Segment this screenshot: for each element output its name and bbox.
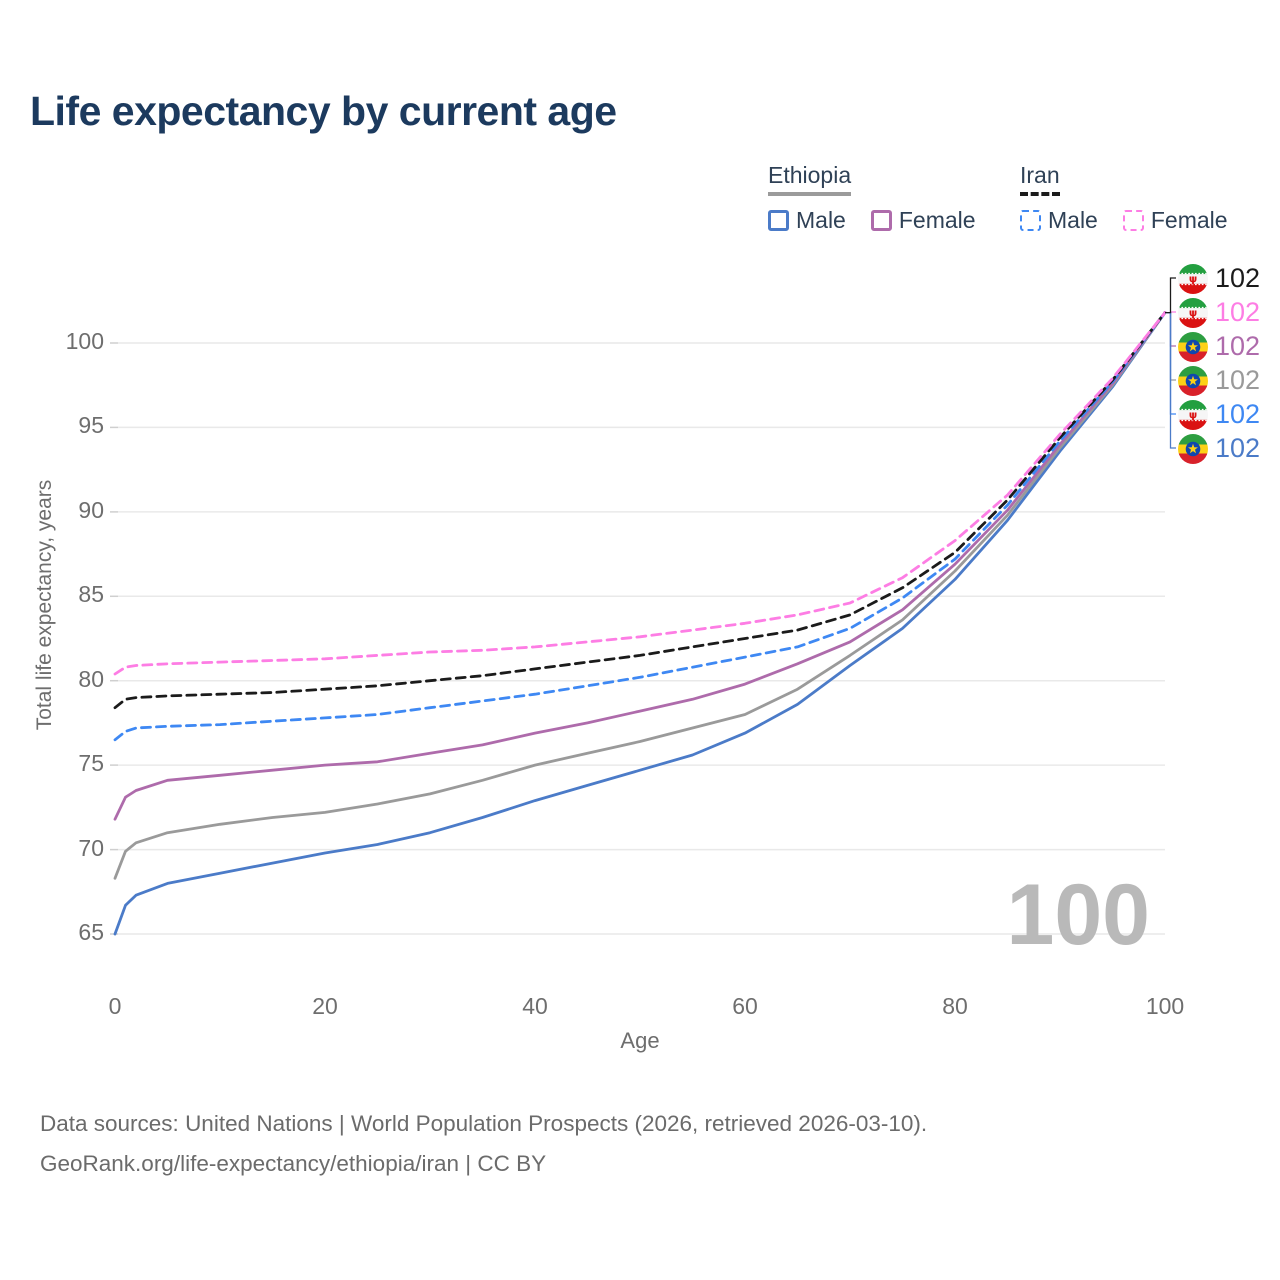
- iran-flag-icon: ψ: [1178, 263, 1208, 294]
- y-tick-label: 75: [78, 750, 104, 777]
- x-tick-label: 80: [942, 993, 968, 1019]
- footer: Data sources: United Nations | World Pop…: [40, 1104, 927, 1184]
- x-tick-label: 100: [1145, 993, 1185, 1019]
- y-axis-title: Total life expectancy, years: [33, 479, 56, 731]
- x-tick-label: 20: [312, 993, 338, 1019]
- y-tick-label: 85: [78, 581, 104, 608]
- legend-country-ethiopia[interactable]: Ethiopia: [768, 162, 852, 196]
- end-value-label: 102: [1215, 331, 1261, 361]
- legend-item-ethiopia-female[interactable]: Female: [870, 207, 976, 234]
- y-tick-label: 90: [78, 496, 104, 523]
- iran-flag-icon: ψ: [1178, 297, 1208, 328]
- legend-item-iran-male[interactable]: Male: [1020, 207, 1098, 234]
- legend-items-ethiopia: Male Female: [768, 207, 976, 234]
- end-label-row-ethiopia-both-sexes: 102: [1178, 365, 1260, 396]
- series-line-ethiopia-both-sexes: [113, 311, 1167, 880]
- ethiopia-flag-icon: [1178, 433, 1208, 464]
- page-title: Life expectancy by current age: [30, 88, 617, 134]
- legend-item-label: Female: [898, 207, 976, 233]
- x-axis-title: Age: [620, 1028, 660, 1053]
- y-tick-label: 100: [65, 328, 104, 354]
- svg-text:ψ: ψ: [1189, 307, 1197, 319]
- y-tick-label: 70: [78, 834, 104, 861]
- legend-item-label: Female: [1150, 207, 1228, 233]
- legend-item-iran-female[interactable]: Female: [1122, 207, 1228, 234]
- iran-flag-icon: ψ: [1178, 399, 1208, 430]
- svg-text:ψ: ψ: [1189, 409, 1197, 421]
- legend-item-label: Male: [796, 207, 846, 233]
- end-label-row-iran-female: ψ 102: [1178, 297, 1260, 328]
- end-label-row-ethiopia-female: 102: [1178, 331, 1260, 362]
- footer-data-sources: Data sources: United Nations | World Pop…: [40, 1111, 928, 1136]
- ethiopia-flag-icon: [1178, 365, 1208, 396]
- iran-male-swatch: [1020, 210, 1041, 231]
- legend-item-ethiopia-male[interactable]: Male: [768, 207, 846, 234]
- end-value-label: 102: [1215, 365, 1261, 395]
- ethiopia-male-swatch: [768, 210, 789, 231]
- y-tick-label: 65: [78, 919, 104, 945]
- ethiopia-flag-icon: [1178, 331, 1208, 362]
- end-label-row-ethiopia-male: 102: [1178, 433, 1260, 464]
- x-tick-label: 0: [108, 993, 122, 1019]
- iran-female-swatch: [1122, 210, 1144, 231]
- y-tick-label: 95: [78, 412, 104, 439]
- series-line-iran-female: [113, 311, 1167, 676]
- end-value-label: 102: [1215, 297, 1261, 327]
- series-line-iran-both-sexes: [113, 311, 1167, 710]
- end-value-label: 102: [1215, 263, 1261, 293]
- footer-attribution: GeoRank.org/life-expectancy/ethiopia/ira…: [40, 1151, 547, 1176]
- age-watermark: 100: [1006, 867, 1151, 963]
- legend-country-iran[interactable]: Iran: [1020, 162, 1060, 196]
- legend-items-iran: Male Female: [1020, 207, 1228, 234]
- end-label-row-iran-both-sexes: ψ 102: [1178, 263, 1260, 294]
- legend-group-ethiopia: Ethiopia Male Female: [768, 162, 976, 234]
- end-label-connector: [1165, 277, 1176, 314]
- x-tick-label: 60: [732, 993, 758, 1019]
- y-tick-label: 80: [78, 665, 104, 692]
- end-value-label: 102: [1215, 433, 1261, 463]
- series-line-iran-male: [113, 311, 1167, 742]
- series-line-ethiopia-male: [113, 311, 1167, 936]
- legend-item-label: Male: [1048, 207, 1098, 233]
- x-tick-label: 40: [522, 993, 548, 1019]
- end-label-row-iran-male: ψ 102: [1178, 399, 1260, 430]
- legend-group-iran: Iran Male Female: [1020, 162, 1228, 234]
- end-value-label: 102: [1215, 399, 1261, 429]
- series-line-ethiopia-female: [113, 311, 1167, 821]
- ethiopia-female-swatch: [870, 210, 892, 231]
- svg-text:ψ: ψ: [1189, 273, 1197, 285]
